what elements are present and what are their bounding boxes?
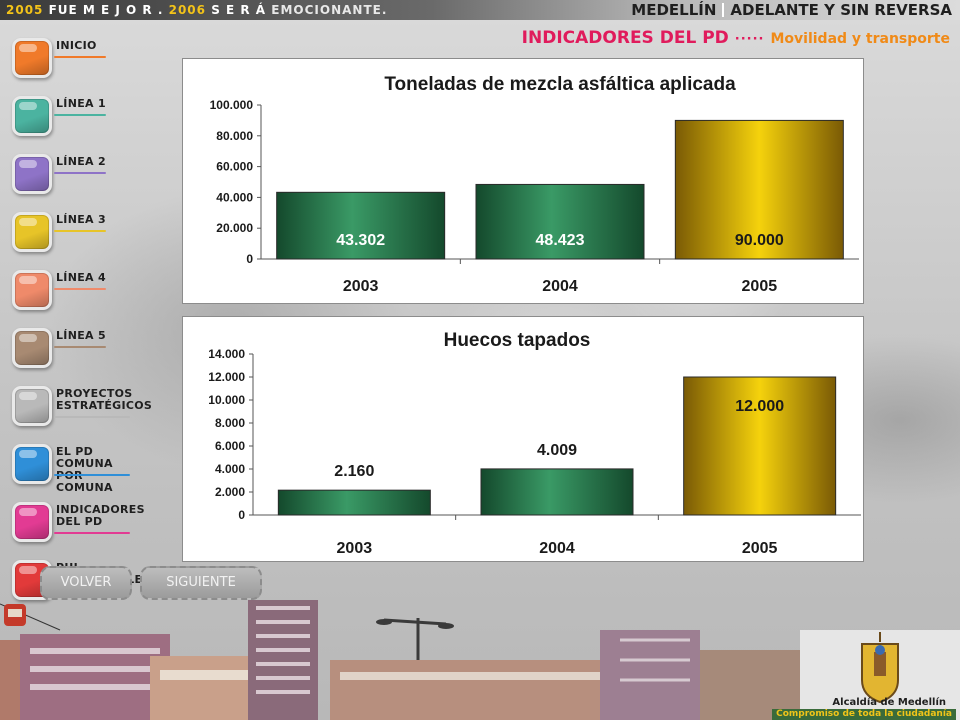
bar-2003 [277, 489, 431, 516]
y-tick-label: 8.000 [215, 416, 245, 430]
x-tick-label: 2005 [742, 278, 778, 295]
sidebar-item-label: LÍNEA 5 [56, 329, 106, 342]
coat-of-arms-icon [800, 630, 960, 720]
sidebar-button-icon[interactable] [12, 502, 52, 542]
bar-2003 [276, 191, 446, 260]
brand-separator [722, 3, 725, 17]
x-tick-label: 2004 [539, 540, 575, 557]
sidebar-button-icon[interactable] [12, 212, 52, 252]
x-tick-label: 2003 [343, 278, 379, 295]
sidebar-item-underline [54, 288, 106, 290]
sidebar-item-linea-1[interactable]: LÍNEA 1 [10, 92, 138, 140]
data-label: 43.302 [336, 232, 385, 249]
sidebar-button-icon[interactable] [12, 386, 52, 426]
data-label: 2.160 [334, 463, 374, 480]
y-tick-label: 2.000 [215, 485, 245, 499]
brand-city: MEDELLÍN [631, 1, 717, 19]
y-tick-label: 80.000 [216, 129, 253, 143]
top-banner: 2005 FUE M E J O R . 2006 S E R Á EMOCIO… [0, 0, 960, 20]
page-header: INDICADORES DEL PD ····· Movilidad y trans… [522, 28, 950, 48]
sidebar-item-linea-5[interactable]: LÍNEA 5 [10, 324, 138, 372]
y-tick-label: 40.000 [216, 190, 253, 204]
data-label: 12.000 [735, 398, 784, 415]
slogan-year-2005: 2005 [6, 3, 44, 17]
sidebar-item-label: LÍNEA 1 [56, 97, 106, 110]
chart-title: Toneladas de mezcla asfáltica aplicada [384, 74, 736, 95]
y-tick-label: 0 [246, 252, 253, 266]
sidebar-item-underline [54, 416, 130, 418]
brand-banner: MEDELLÍN ADELANTE Y SIN REVERSA [631, 1, 952, 19]
y-tick-label: 12.000 [208, 370, 245, 384]
sidebar-item-label: EL PD COMUNA POR COMUNA [56, 445, 113, 494]
sidebar-item-label: LÍNEA 2 [56, 155, 106, 168]
logo-tagline: Compromiso de toda la ciudadanía [772, 709, 956, 720]
page-title: INDICADORES DEL PD [521, 28, 729, 48]
slogan-fue-mejor: FUE M E J O R . [48, 3, 164, 17]
alcaldia-logo [800, 630, 960, 720]
title-dots: ····· [734, 32, 765, 47]
bar-2004 [480, 468, 634, 516]
data-label: 4.009 [537, 442, 577, 459]
x-tick-label: 2003 [337, 540, 373, 557]
data-label: 90.000 [735, 232, 784, 249]
logo-name: Alcaldía de Medellín [832, 697, 946, 708]
next-button[interactable]: SIGUIENTE [140, 566, 262, 600]
chart-potholes: Huecos tapados 0 2.000 4.000 6.000 8.000 10.00… [208, 330, 861, 557]
sidebar-button-icon[interactable] [12, 328, 52, 368]
y-tick-label: 4.000 [215, 462, 245, 476]
chart-title: Huecos tapados [444, 330, 591, 351]
sidebar-button-icon[interactable] [12, 154, 52, 194]
slogan-emocionante: EMOCIONANTE. [271, 3, 388, 17]
sidebar-item-linea-2[interactable]: LÍNEA 2 [10, 150, 138, 198]
chart-panel-asphalt: Toneladas de mezcla asfáltica aplicada 0 2… [182, 58, 864, 304]
y-tick-label: 20.000 [216, 221, 253, 235]
back-button[interactable]: VOLVER [40, 566, 132, 600]
sidebar-item-linea-3[interactable]: LÍNEA 3 [10, 208, 138, 256]
x-tick-label: 2005 [742, 540, 778, 557]
sidebar-item-indicadores-del-pd[interactable]: INDICADORES DEL PD [10, 498, 145, 546]
sidebar-item-label: LÍNEA 3 [56, 213, 106, 226]
bar-2004 [475, 183, 645, 260]
slogan: 2005 FUE M E J O R . 2006 S E R Á EMOCIO… [6, 2, 387, 18]
y-tick-label: 100.000 [210, 98, 254, 112]
sidebar-item-label: INICIO [56, 39, 97, 52]
sidebar-item-underline [54, 172, 106, 174]
x-tick-label: 2004 [542, 278, 578, 295]
sidebar-item-label: PROYECTOS ESTRATÉGICOS [56, 387, 153, 412]
sidebar-button-icon[interactable] [12, 96, 52, 136]
y-tick-label: 10.000 [208, 393, 245, 407]
y-tick-label: 6.000 [215, 439, 245, 453]
brand-tagline: ADELANTE Y SIN REVERSA [730, 1, 952, 19]
chart-asphalt: Toneladas de mezcla asfáltica aplicada 0 2… [210, 74, 859, 295]
data-label: 48.423 [536, 232, 585, 249]
sidebar-item-underline [54, 230, 106, 232]
y-tick-label: 0 [238, 508, 245, 522]
page-subtitle: Movilidad y transporte [770, 31, 950, 47]
sidebar-item-linea-4[interactable]: LÍNEA 4 [10, 266, 138, 314]
sidebar-item-underline [54, 114, 106, 116]
slogan-sera: S E R Á [211, 3, 267, 17]
sidebar-item-underline [54, 532, 130, 534]
sidebar-item-underline [54, 474, 130, 476]
sidebar-item-underline [54, 346, 106, 348]
sidebar-item-underline [54, 56, 106, 58]
slogan-year-2006: 2006 [168, 3, 206, 17]
sidebar-button-icon[interactable] [12, 270, 52, 310]
sidebar-item-inicio[interactable]: INICIO [10, 34, 138, 82]
chart-panel-potholes: Huecos tapados 0 2.000 4.000 6.000 8.000 10.00… [182, 316, 864, 562]
sidebar-item-label: INDICADORES DEL PD [56, 503, 145, 528]
bar-2005 [674, 119, 844, 260]
sidebar-item-proyectos-estrategicos[interactable]: PROYECTOS ESTRATÉGICOS [10, 382, 153, 430]
bar-2005 [683, 376, 837, 516]
sidebar-item-label: LÍNEA 4 [56, 271, 106, 284]
sidebar-button-icon[interactable] [12, 444, 52, 484]
sidebar-button-icon[interactable] [12, 38, 52, 78]
sidebar-item-pd-comuna-por-comuna[interactable]: EL PD COMUNA POR COMUNA [10, 440, 138, 494]
y-tick-label: 60.000 [216, 160, 253, 174]
y-tick-label: 14.000 [208, 347, 245, 361]
